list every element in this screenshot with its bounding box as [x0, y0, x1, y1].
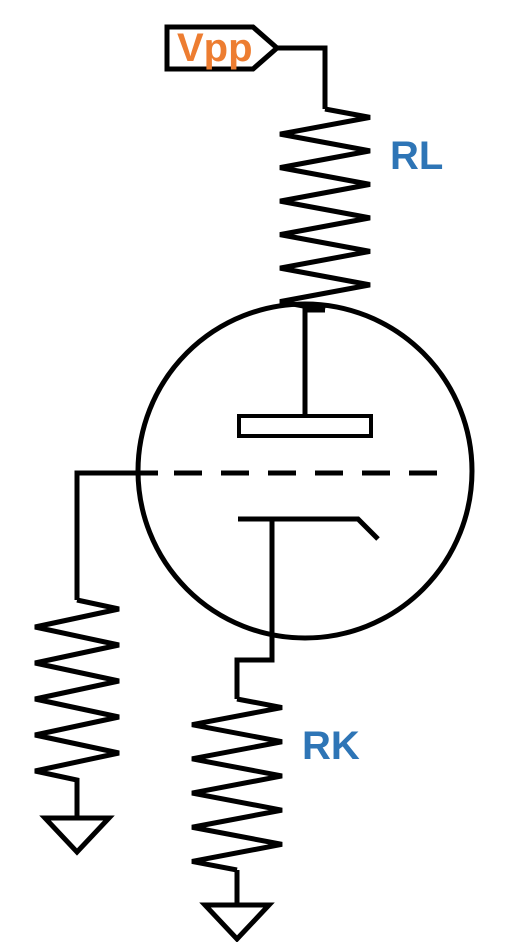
rk-label: RK [302, 724, 360, 768]
resistor-grid [35, 600, 119, 818]
wire-grid-to-resistor [77, 473, 158, 600]
resistor-rl [280, 109, 370, 310]
ground-symbol-left [45, 818, 109, 852]
wire-rl-to-plate [305, 310, 325, 416]
vpp-label: Vpp [177, 26, 253, 70]
resistor-rk [192, 699, 282, 870]
rl-label: RL [390, 134, 443, 178]
triode-circuit-diagram: Vpp RL RK [0, 0, 509, 942]
ground-symbol-right [205, 905, 269, 939]
wire-vpp-to-rl [277, 48, 325, 109]
tube-plate [239, 416, 371, 436]
wire-cathode-to-rk [237, 519, 272, 699]
tube-cathode [238, 519, 378, 539]
